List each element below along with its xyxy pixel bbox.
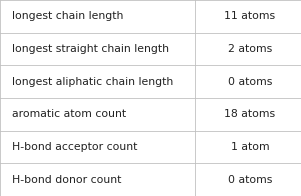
Text: 1 atom: 1 atom [231, 142, 269, 152]
Text: longest aliphatic chain length: longest aliphatic chain length [12, 77, 173, 87]
Text: aromatic atom count: aromatic atom count [12, 109, 126, 119]
Text: 2 atoms: 2 atoms [228, 44, 272, 54]
Text: longest chain length: longest chain length [12, 11, 123, 21]
Text: 18 atoms: 18 atoms [224, 109, 275, 119]
Text: H-bond acceptor count: H-bond acceptor count [12, 142, 138, 152]
Text: longest straight chain length: longest straight chain length [12, 44, 169, 54]
Text: 0 atoms: 0 atoms [228, 77, 272, 87]
Text: 11 atoms: 11 atoms [224, 11, 275, 21]
Text: H-bond donor count: H-bond donor count [12, 175, 121, 185]
Text: 0 atoms: 0 atoms [228, 175, 272, 185]
